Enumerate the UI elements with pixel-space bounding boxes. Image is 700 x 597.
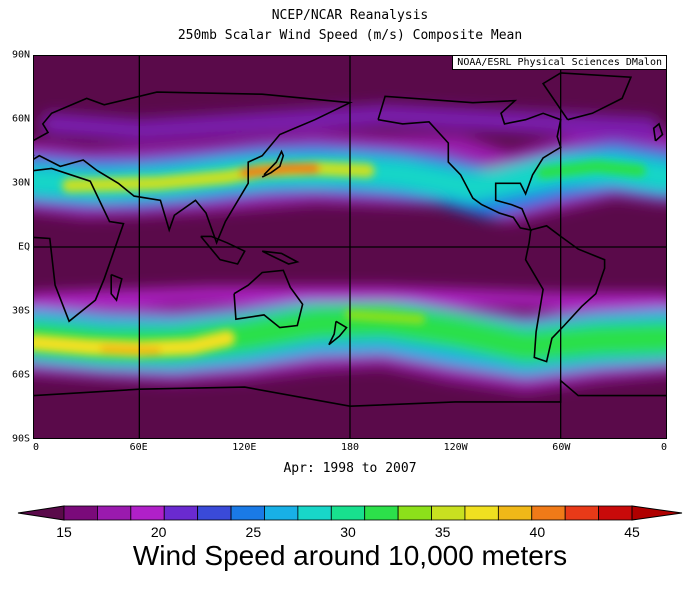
colorbar-segment <box>264 505 299 521</box>
lat-label: 60N <box>11 113 30 125</box>
lon-label: 0 <box>32 442 40 453</box>
lat-label: 60S <box>11 369 30 381</box>
chart-subtitle: 250mb Scalar Wind Speed (m/s) Composite … <box>177 28 523 43</box>
colorbar-segment <box>97 505 132 521</box>
colorbar-label: 25 <box>245 524 262 540</box>
colorbar-segment <box>163 505 199 521</box>
lat-label: 30N <box>11 177 30 189</box>
colorbar-segment <box>564 505 599 521</box>
color-bar <box>17 505 683 521</box>
sh-subtrop <box>34 286 666 308</box>
coastline-4 <box>377 95 562 232</box>
coastline-0 <box>34 167 125 323</box>
coastline-1 <box>34 91 353 246</box>
colorbar-segment <box>531 505 566 521</box>
coastline-9 <box>328 320 348 346</box>
colorbar-high-arrow <box>631 505 683 521</box>
colorbar-segment <box>197 505 232 521</box>
coastline-12 <box>652 122 664 142</box>
coastline-7 <box>200 235 246 265</box>
lat-label: 90S <box>11 433 30 445</box>
lon-label: 120W <box>443 442 468 453</box>
coastline-10 <box>110 273 123 302</box>
sh-jet-max <box>100 344 161 355</box>
sh-pacific-core <box>345 309 426 325</box>
wind-speed-map <box>34 56 666 438</box>
colorbar-low-arrow <box>17 505 65 521</box>
colorbar-segment <box>130 505 165 521</box>
colorbar-segment <box>364 505 399 521</box>
nh-atlantic-core <box>537 160 646 179</box>
grid-lines <box>34 56 666 438</box>
colorbar-label: 45 <box>624 524 640 540</box>
colorbar-segment <box>330 505 366 521</box>
coastline-8 <box>261 250 300 265</box>
lat-label: 30S <box>11 305 30 317</box>
colorbar-label: 15 <box>56 524 72 540</box>
colorbar-label: 40 <box>529 524 546 540</box>
colorbar-segment <box>63 505 98 521</box>
lon-label: 180 <box>340 442 360 453</box>
lon-label: 60W <box>552 442 571 453</box>
colorbar-segment <box>431 505 466 521</box>
lon-label: 60E <box>129 442 148 453</box>
colorbar-label: 30 <box>340 524 356 540</box>
colorbar-segment <box>464 505 499 521</box>
wind-core-layer <box>34 160 646 357</box>
caption: Wind Speed around 10,000 meters <box>132 540 568 571</box>
lon-label: 0 <box>660 442 668 453</box>
lon-label: 120E <box>232 442 257 453</box>
coastline-5 <box>541 72 633 121</box>
chart-title: NCEP/NCAR Reanalysis <box>271 8 429 23</box>
nh-jet-max <box>239 163 320 178</box>
lat-label: EQ <box>17 241 30 253</box>
coastline-2 <box>233 269 304 329</box>
colorbar-segment <box>598 505 633 521</box>
time-period: Apr: 1998 to 2007 <box>283 461 417 476</box>
colorbar-label: 35 <box>434 524 451 540</box>
coastline-11 <box>34 378 666 408</box>
map-panel: NOAA/ESRL Physical Sciences DMalon <box>33 55 667 439</box>
lat-label: 90N <box>11 49 30 61</box>
credit-label: NOAA/ESRL Physical Sciences DMalon <box>452 56 666 70</box>
colorbar-segment <box>497 505 533 521</box>
colorbar-label: 20 <box>150 524 167 540</box>
coastline-3 <box>261 149 285 178</box>
coastline-layer <box>34 72 666 408</box>
colorbar-segment <box>230 505 265 521</box>
coastline-6 <box>524 224 606 363</box>
colorbar-segment <box>397 505 432 521</box>
colorbar-segment <box>297 505 332 521</box>
